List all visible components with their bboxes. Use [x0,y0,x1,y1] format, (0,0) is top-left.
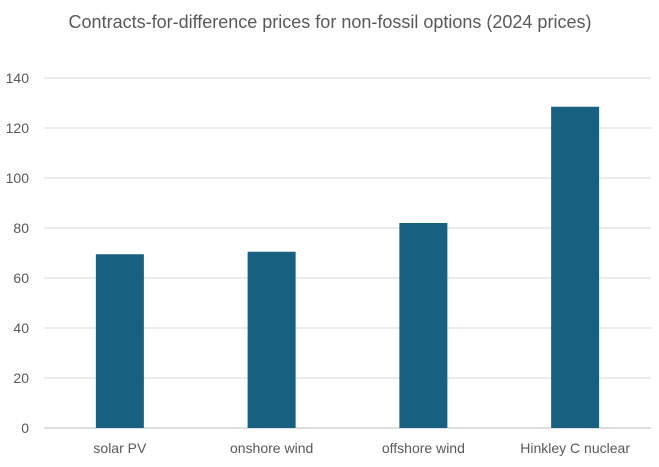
bar [551,106,600,428]
x-tick-label: offshore wind [382,440,465,456]
y-tick-label: 100 [6,170,30,186]
bar [247,251,296,428]
x-tick-label: Hinkley C nuclear [520,440,630,456]
y-tick-label: 60 [13,270,29,286]
y-tick-label: 120 [6,120,30,136]
y-tick-label: 80 [13,220,29,236]
y-tick-label: 0 [21,420,29,436]
bar [95,254,144,428]
x-tick-label: solar PV [93,440,147,456]
y-tick-label: 20 [13,370,29,386]
chart-title: Contracts-for-difference prices for non-… [68,12,592,32]
y-tick-label: 140 [6,70,30,86]
y-tick-label: 40 [13,320,29,336]
x-tick-label: onshore wind [230,440,313,456]
bar [399,223,448,428]
